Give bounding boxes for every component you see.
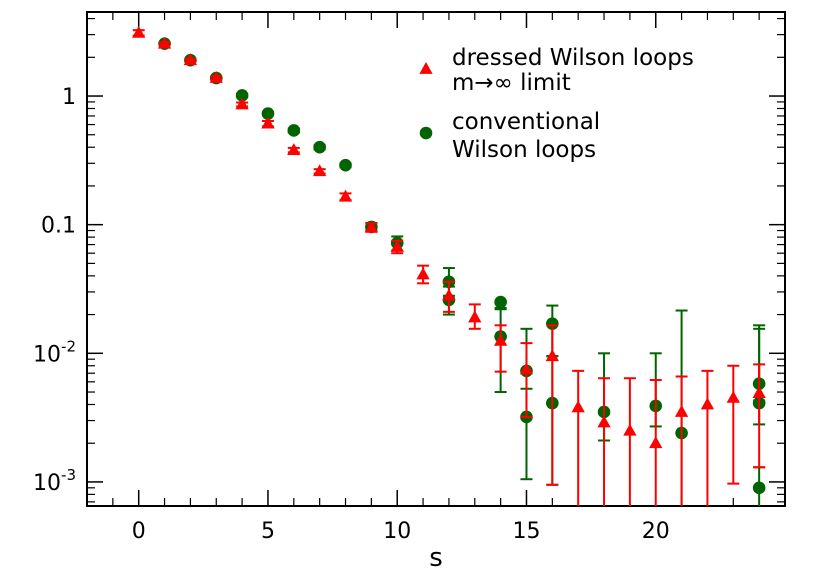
y-tick-label-base: 10 xyxy=(33,342,61,367)
data-point xyxy=(752,481,766,495)
y-tick-label-base: 0.1 xyxy=(41,214,76,239)
data-point xyxy=(339,158,352,172)
y-tick-label-exponent: -2 xyxy=(61,337,76,355)
x-tick-label: 20 xyxy=(642,519,670,544)
data-point xyxy=(313,164,327,177)
data-point xyxy=(235,97,249,110)
data-point xyxy=(674,404,689,417)
data-point xyxy=(468,310,482,323)
data-point xyxy=(494,295,507,309)
y-tick-label: 1 xyxy=(62,85,76,110)
data-point xyxy=(546,317,559,330)
data-point xyxy=(493,333,508,346)
data-point xyxy=(364,220,379,233)
data-point xyxy=(132,25,146,38)
data-point xyxy=(700,397,715,410)
x-tick-label: 5 xyxy=(261,519,275,544)
legend-label-line2: Wilson loops xyxy=(452,137,596,163)
y-tick-label-exponent: -3 xyxy=(61,466,76,484)
data-point xyxy=(313,140,326,154)
data-point xyxy=(235,89,249,102)
series-conventional xyxy=(158,37,766,506)
data-point xyxy=(287,124,301,137)
legend-label: conventional xyxy=(452,109,600,135)
y-tick-label-base: 10 xyxy=(33,471,61,496)
x-tick-label: 10 xyxy=(383,519,411,544)
data-point xyxy=(416,267,430,280)
y-tick-label: 10-2 xyxy=(33,337,76,367)
data-point xyxy=(571,400,585,413)
data-point xyxy=(649,436,663,449)
legend-label: dressed Wilson loops xyxy=(452,45,694,71)
data-point xyxy=(623,423,637,436)
data-point xyxy=(390,240,404,252)
data-point xyxy=(442,288,456,301)
data-point xyxy=(261,107,275,120)
data-point xyxy=(157,36,172,49)
x-axis-label: s xyxy=(429,543,443,573)
y-tick-label: 0.1 xyxy=(41,214,76,239)
data-point xyxy=(752,386,766,399)
data-point xyxy=(519,362,534,375)
x-tick-label: 0 xyxy=(132,519,146,544)
legend-marker xyxy=(419,62,433,74)
plot-frame xyxy=(86,11,786,507)
data-point xyxy=(287,143,301,155)
data-point xyxy=(209,71,223,83)
data-point xyxy=(545,349,559,362)
legend-marker xyxy=(419,126,433,140)
data-point xyxy=(261,116,275,129)
data-point xyxy=(338,189,353,202)
y-tick-label: 10-3 xyxy=(33,466,76,496)
y-tick-label-base: 1 xyxy=(62,85,76,110)
data-point xyxy=(597,415,611,428)
data-point xyxy=(183,53,198,66)
data-point xyxy=(726,390,740,403)
x-tick-label: 15 xyxy=(512,519,540,544)
legend-label-line2: m→∞ limit xyxy=(452,70,571,96)
series-dressed xyxy=(132,25,766,506)
series-layer xyxy=(132,25,766,506)
